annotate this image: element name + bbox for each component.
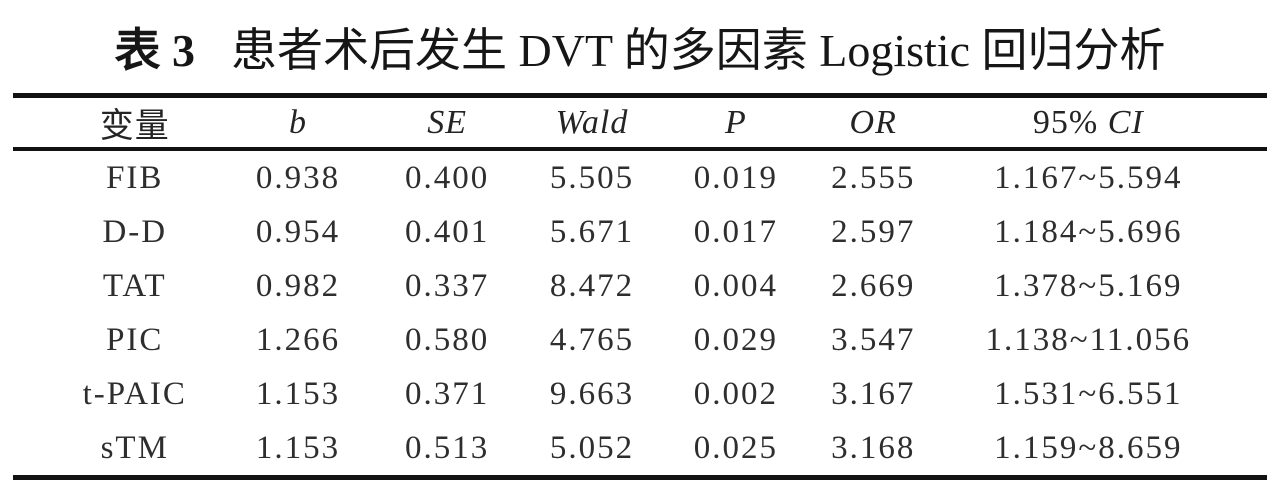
cell-variable: FIB: [106, 159, 164, 196]
cell-or: 3.547: [831, 321, 916, 358]
logistic-regression-table: 变量 b SE Wald P OR 95% CI FIB 0.938 0.400…: [13, 98, 1267, 475]
cell-variable: D-D: [102, 213, 168, 250]
cell-p: 0.017: [693, 213, 779, 250]
cell-ci: 1.159~8.659: [994, 429, 1183, 466]
cell-b: 1.153: [255, 375, 341, 412]
cell-variable: t-PAIC: [82, 375, 187, 412]
ci-label: CI: [1107, 103, 1144, 141]
cell-se: 0.580: [405, 321, 490, 358]
cell-wald: 5.505: [549, 159, 635, 196]
cell-p: 0.025: [693, 429, 779, 466]
cell-ci: 1.378~5.169: [994, 267, 1183, 304]
cell-se: 0.400: [405, 159, 490, 196]
cell-ci: 1.184~5.696: [994, 213, 1183, 250]
cell-variable: PIC: [106, 321, 164, 358]
col-header-variable: 变量: [13, 98, 221, 151]
table-row: FIB 0.938 0.400 5.505 0.019 2.555 1.167~…: [13, 149, 1267, 205]
cell-b: 0.954: [255, 213, 341, 250]
col-header-p: P: [665, 98, 807, 151]
table-row: D-D 0.954 0.401 5.671 0.017 2.597 1.184~…: [13, 205, 1267, 259]
cell-b: 1.153: [255, 429, 341, 466]
ci-prefix: 95%: [1032, 103, 1099, 141]
cell-or: 2.597: [831, 213, 916, 250]
table-title: 表 3 患者术后发生 DVT 的多因素 Logistic 回归分析: [0, 0, 1280, 93]
col-header-b: b: [220, 98, 376, 151]
cell-b: 1.266: [255, 321, 341, 358]
col-header-or: OR: [806, 98, 940, 151]
bottom-rule-divider: [13, 475, 1267, 480]
cell-se: 0.401: [405, 213, 490, 250]
cell-se: 0.513: [405, 429, 490, 466]
cell-or: 2.555: [831, 159, 916, 196]
table-number: 表 3: [114, 24, 196, 76]
top-rule-divider: [13, 93, 1267, 98]
col-header-se: SE: [375, 98, 519, 151]
cell-or: 3.167: [831, 375, 916, 412]
cell-ci: 1.167~5.594: [994, 159, 1183, 196]
cell-or: 2.669: [831, 267, 916, 304]
cell-variable: sTM: [100, 429, 169, 466]
cell-se: 0.371: [405, 375, 490, 412]
cell-wald: 5.671: [549, 213, 635, 250]
cell-b: 0.982: [255, 267, 341, 304]
table-row: PIC 1.266 0.580 4.765 0.029 3.547 1.138~…: [13, 313, 1267, 367]
cell-variable: TAT: [102, 267, 167, 304]
cell-ci: 1.531~6.551: [994, 375, 1183, 412]
table-title-text: 患者术后发生 DVT 的多因素 Logistic 回归分析: [231, 24, 1166, 76]
table-row: TAT 0.982 0.337 8.472 0.004 2.669 1.378~…: [13, 259, 1267, 313]
cell-p: 0.004: [693, 267, 779, 304]
cell-b: 0.938: [255, 159, 341, 196]
col-header-wald: Wald: [518, 98, 666, 151]
cell-se: 0.337: [405, 267, 490, 304]
cell-p: 0.019: [693, 159, 779, 196]
cell-p: 0.029: [693, 321, 779, 358]
header-row: 变量 b SE Wald P OR 95% CI: [13, 98, 1267, 151]
cell-ci: 1.138~11.056: [985, 321, 1192, 358]
cell-wald: 9.663: [549, 375, 635, 412]
cell-wald: 5.052: [549, 429, 635, 466]
table-row: sTM 1.153 0.513 5.052 0.025 3.168 1.159~…: [13, 421, 1267, 475]
table-row: t-PAIC 1.153 0.371 9.663 0.002 3.167 1.5…: [13, 367, 1267, 421]
cell-p: 0.002: [693, 375, 779, 412]
cell-wald: 8.472: [549, 267, 635, 304]
cell-wald: 4.765: [549, 321, 635, 358]
cell-or: 3.168: [831, 429, 916, 466]
col-header-ci: 95% CI: [939, 98, 1267, 151]
